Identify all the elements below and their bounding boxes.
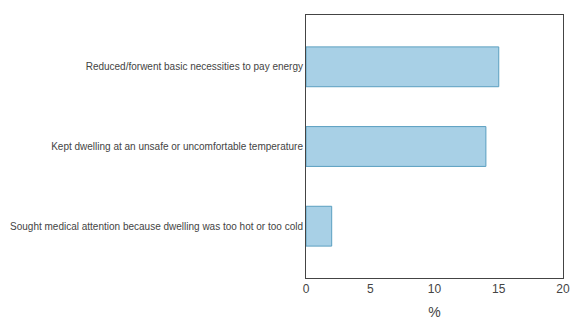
svg-text:0: 0 [303,282,310,296]
svg-text:%: % [428,304,440,320]
svg-text:10: 10 [428,282,442,296]
svg-text:5: 5 [367,282,374,296]
svg-text:Kept dwelling at an unsafe or: Kept dwelling at an unsafe or uncomforta… [51,141,303,152]
svg-text:20: 20 [556,282,570,296]
svg-text:Reduced/forwent basic necessit: Reduced/forwent basic necessities to pay… [86,61,303,72]
svg-text:15: 15 [492,282,506,296]
svg-text:Sought medical attention becau: Sought medical attention because dwellin… [10,221,303,232]
